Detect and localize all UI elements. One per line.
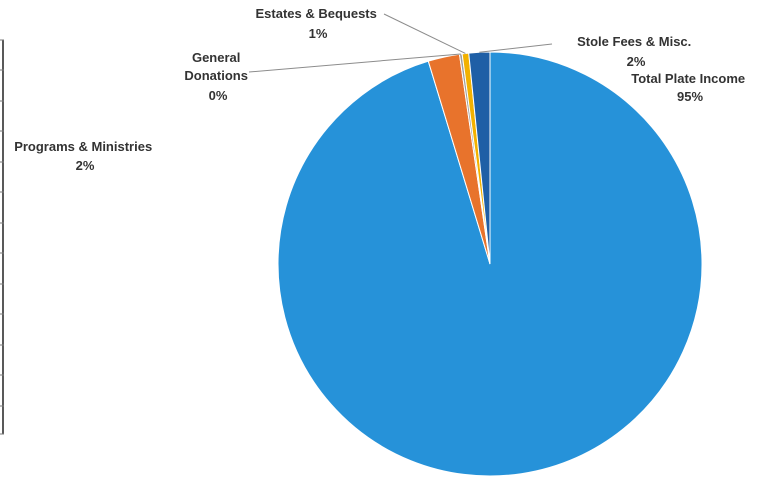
label-general-donations-pct: 0% [209, 88, 228, 103]
label-total-plate-income-pct: 95% [677, 89, 703, 104]
leader-line-stole-fees-misc [479, 43, 553, 53]
label-estates-bequests-pct: 1% [309, 26, 328, 41]
label-estates-bequests: Estates & Bequests 1% [255, 6, 380, 41]
label-total-plate-income-name: Total Plate Income [631, 71, 745, 86]
label-general-donations-name-line1: General [192, 50, 240, 65]
neighbor-panel-frame [0, 39, 4, 435]
label-programs-ministries-pct: 2% [76, 158, 95, 173]
leader-line-estates-bequests [383, 13, 466, 54]
label-total-plate-income: Total Plate Income 95% [631, 71, 749, 104]
label-stole-fees-misc: Stole Fees & Misc. 2% [577, 34, 695, 69]
label-stole-fees-misc-name: Stole Fees & Misc. [577, 34, 691, 49]
label-programs-ministries-name: Programs & Ministries [14, 139, 152, 154]
slice-stole-fees-misc [468, 51, 491, 265]
label-general-donations: General Donations 0% [184, 50, 251, 103]
label-estates-bequests-name: Estates & Bequests [255, 6, 376, 21]
label-general-donations-name-line2: Donations [184, 68, 248, 83]
leader-lines [248, 13, 553, 73]
label-stole-fees-misc-pct: 2% [627, 54, 646, 69]
leader-line-general-donations [248, 53, 461, 73]
label-programs-ministries: Programs & Ministries 2% [14, 139, 156, 173]
pie-slices [277, 51, 703, 477]
